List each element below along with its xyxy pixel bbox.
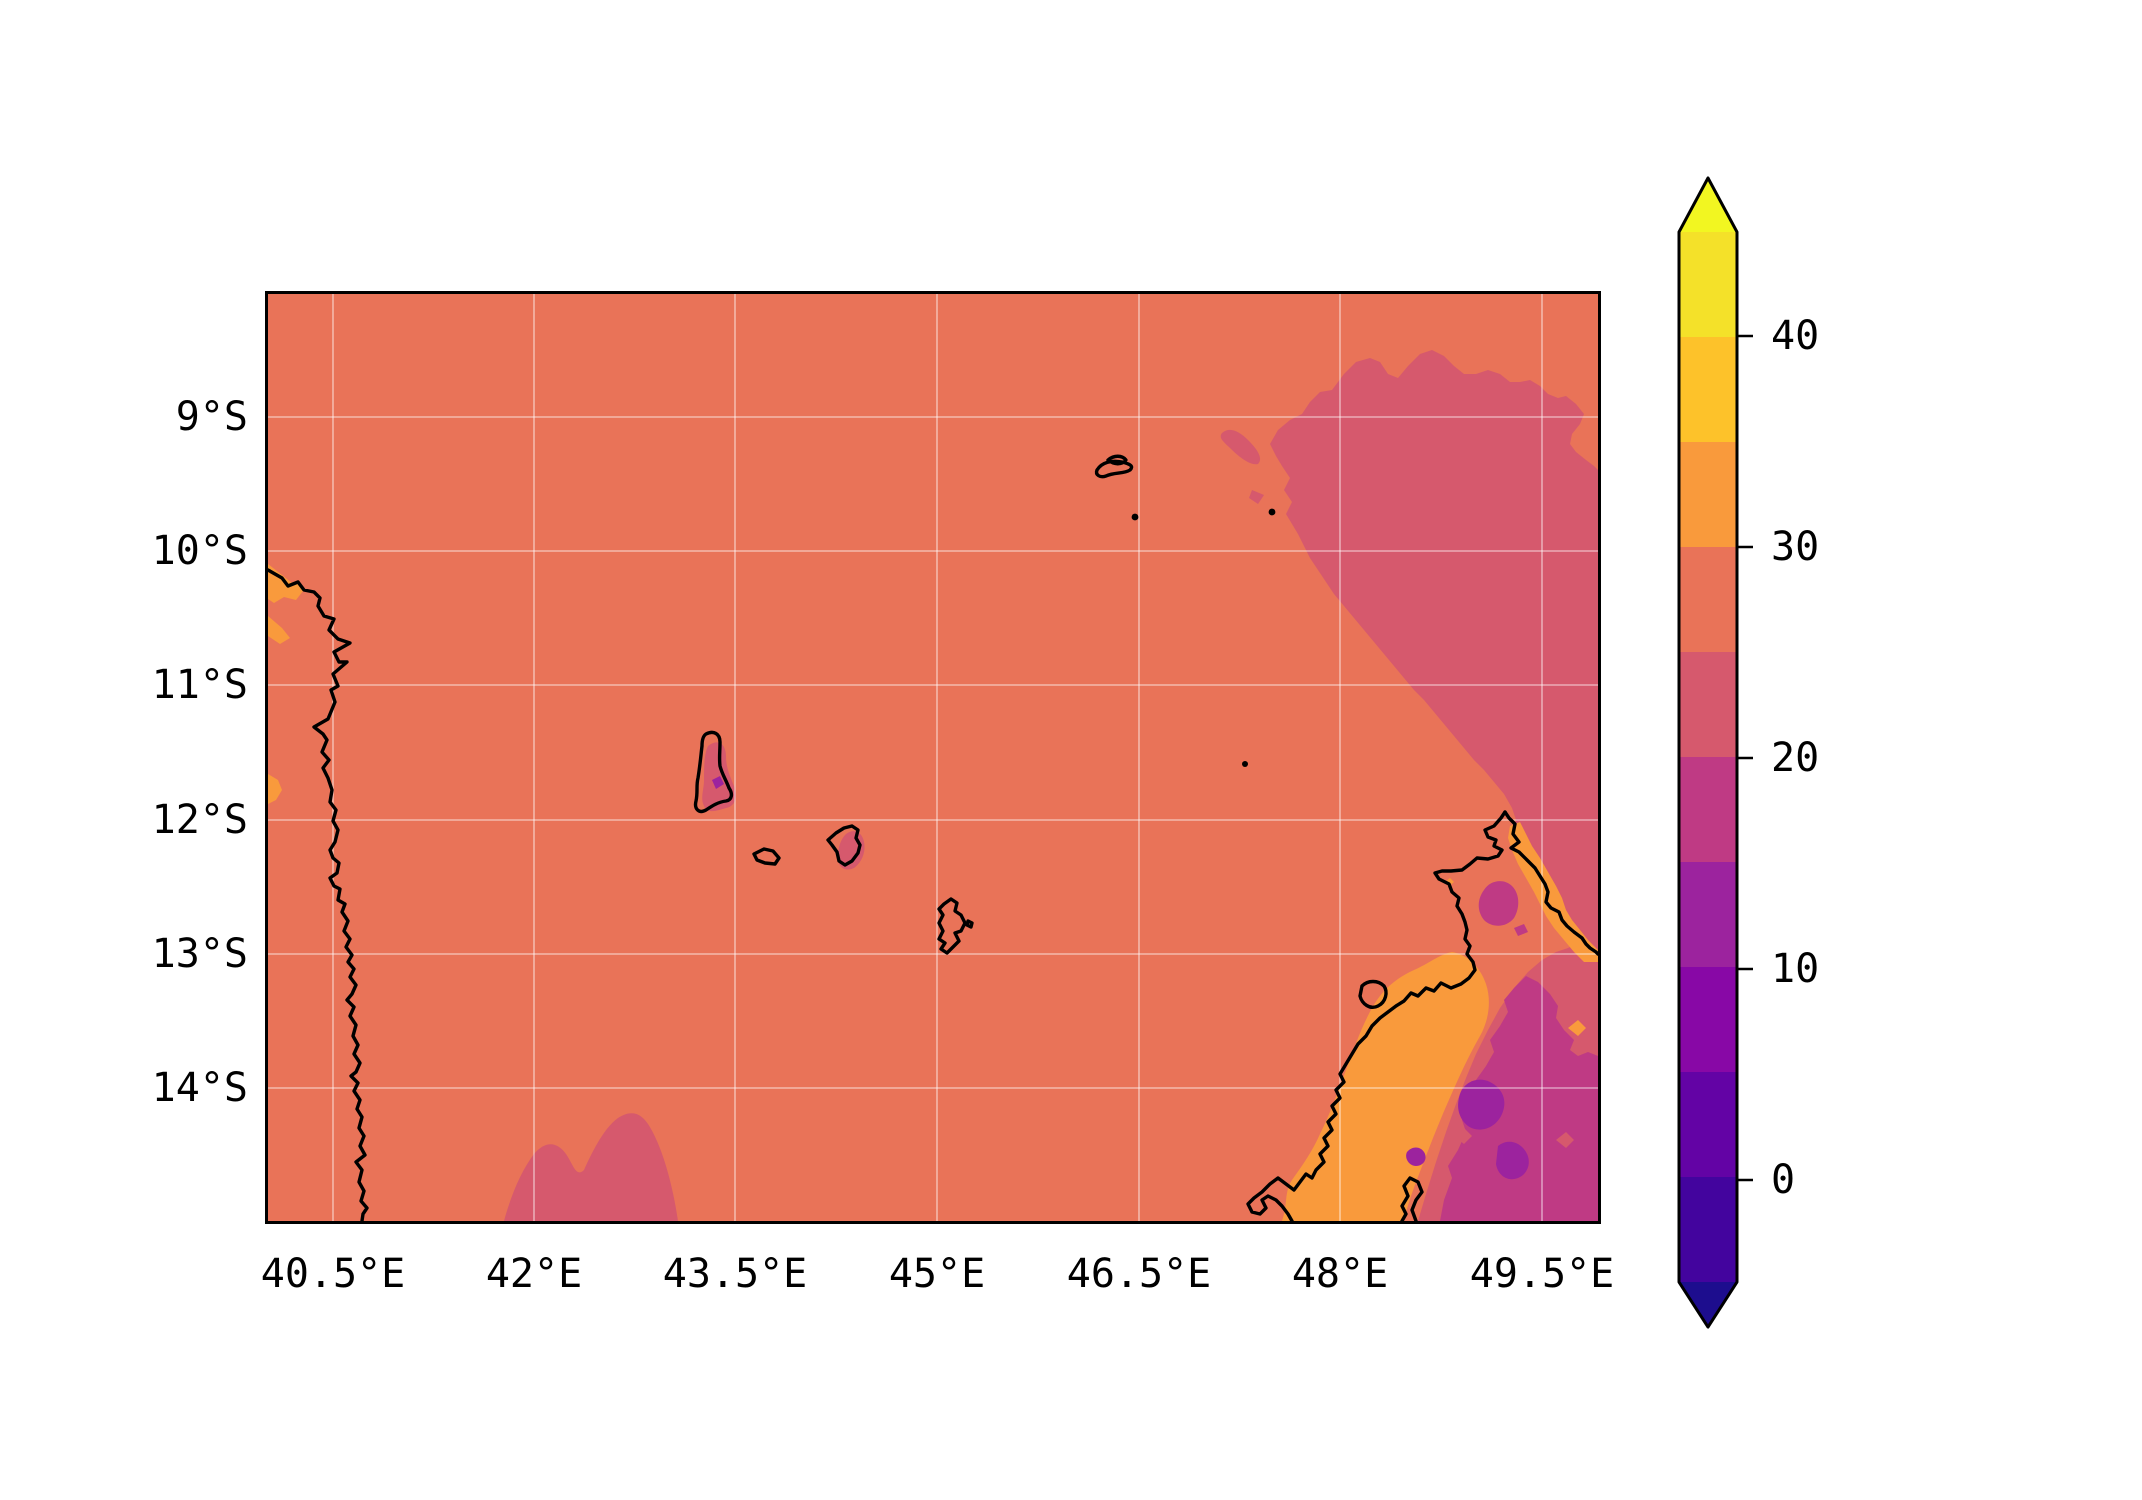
small-islands — [1131, 508, 1276, 767]
colorbar-outline — [1677, 176, 1739, 1329]
y-tick-10S: 10°S — [151, 528, 248, 574]
gridlines — [268, 294, 1598, 1221]
field-comoros-regions — [702, 742, 865, 870]
madagascar-bay-inlet — [1400, 1176, 1424, 1221]
colorbar-bands — [1679, 178, 1737, 1327]
y-tick-9S: 9°S — [175, 394, 248, 440]
band-10-15 — [1679, 862, 1737, 967]
y-tick-11S: 11°S — [151, 662, 248, 708]
x-tick-48E: 48°E — [1291, 1251, 1389, 1297]
region-karthala-10-15C — [712, 776, 724, 789]
x-tick-49-5E: 49.5°E — [1469, 1251, 1615, 1297]
region-orange-diamond — [1568, 1020, 1586, 1036]
region-mada-highlands-15-20C — [1440, 976, 1598, 1221]
region-purple-pocket-2 — [1496, 1141, 1529, 1180]
x-tick-46-5E: 46.5°E — [1066, 1251, 1212, 1297]
band-35-40 — [1679, 337, 1737, 442]
glorioso-island-dot — [1242, 761, 1248, 767]
colorbar-tick-labels: 40 30 20 10 0 — [1771, 313, 1819, 1203]
region-africa-sliver-30-35C — [268, 616, 290, 644]
region-pink-diamond-2 — [1556, 1132, 1574, 1148]
colorbar-arrow-under — [1679, 1282, 1737, 1327]
colorbar: 40 30 20 10 0 — [1665, 165, 1925, 1345]
region-mada-east-band-30-35C — [1508, 822, 1598, 962]
band-15-20 — [1679, 757, 1737, 862]
band-25-30 — [1679, 547, 1737, 652]
anjouan-island — [826, 824, 862, 867]
africa-coastline — [268, 568, 369, 1221]
cbar-tick-30: 30 — [1771, 524, 1819, 570]
colorbar-tick-marks — [1737, 334, 1753, 1182]
region-africa-edge-30-35C — [268, 774, 282, 804]
region-purple-pocket-1 — [1458, 1079, 1505, 1130]
moheli-island — [752, 847, 781, 866]
cbar-tick-20: 20 — [1771, 735, 1819, 781]
coastlines — [268, 454, 1598, 1221]
cosmoledo-island-dot — [1268, 508, 1276, 516]
x-tick-40-5E: 40.5°E — [260, 1251, 406, 1297]
temperature-map — [268, 294, 1598, 1221]
band-5-10 — [1679, 967, 1737, 1072]
region-purple-pocket-3 — [1406, 1147, 1426, 1166]
cbar-tick-10: 10 — [1771, 946, 1819, 992]
region-pink-diamond-1 — [1454, 1128, 1472, 1144]
nosy-be-island — [1358, 979, 1388, 1009]
aldabra-atoll-upper — [1106, 454, 1128, 466]
band-20-25 — [1679, 652, 1737, 757]
region-pink-sliver-20-25C — [1220, 429, 1261, 465]
assumption-island-dot — [1131, 513, 1139, 521]
y-tick-12S: 12°S — [151, 797, 248, 843]
x-tick-42E: 42°E — [485, 1251, 583, 1297]
y-tick-14S: 14°S — [151, 1065, 248, 1111]
band-30-35 — [1679, 442, 1737, 547]
grande-comore-island — [693, 730, 734, 814]
band-m5-0 — [1679, 1177, 1737, 1282]
y-tick-13S: 13°S — [151, 931, 248, 977]
colorbar-svg: 40 30 20 10 0 — [1677, 176, 1819, 1329]
cbar-tick-40: 40 — [1771, 313, 1819, 359]
region-mada-nw-band-30-35C — [1282, 952, 1489, 1221]
field-madagascar-regions — [1282, 822, 1598, 1221]
mayotte-island — [937, 897, 967, 955]
band-40-45 — [1679, 232, 1737, 337]
region-montagne-ambre-15-20C — [1478, 881, 1519, 926]
mayotte-islet — [965, 919, 974, 929]
cbar-tick-0: 0 — [1771, 1157, 1795, 1203]
band-0-5 — [1679, 1072, 1737, 1177]
madagascar-east-coastline — [1503, 810, 1598, 956]
x-tick-43-5E: 43.5°E — [662, 1251, 808, 1297]
x-tick-45E: 45°E — [888, 1251, 986, 1297]
region-south-ocean-20-25C — [504, 1113, 678, 1221]
region-pink-wedge-20-25C — [1249, 490, 1264, 504]
colorbar-arrow-over — [1679, 178, 1737, 232]
map-plot-area — [265, 291, 1601, 1224]
madagascar-west-coastline — [1246, 810, 1507, 1221]
aldabra-atoll-lower — [1094, 459, 1134, 479]
region-ambre-diamond — [1514, 924, 1528, 936]
